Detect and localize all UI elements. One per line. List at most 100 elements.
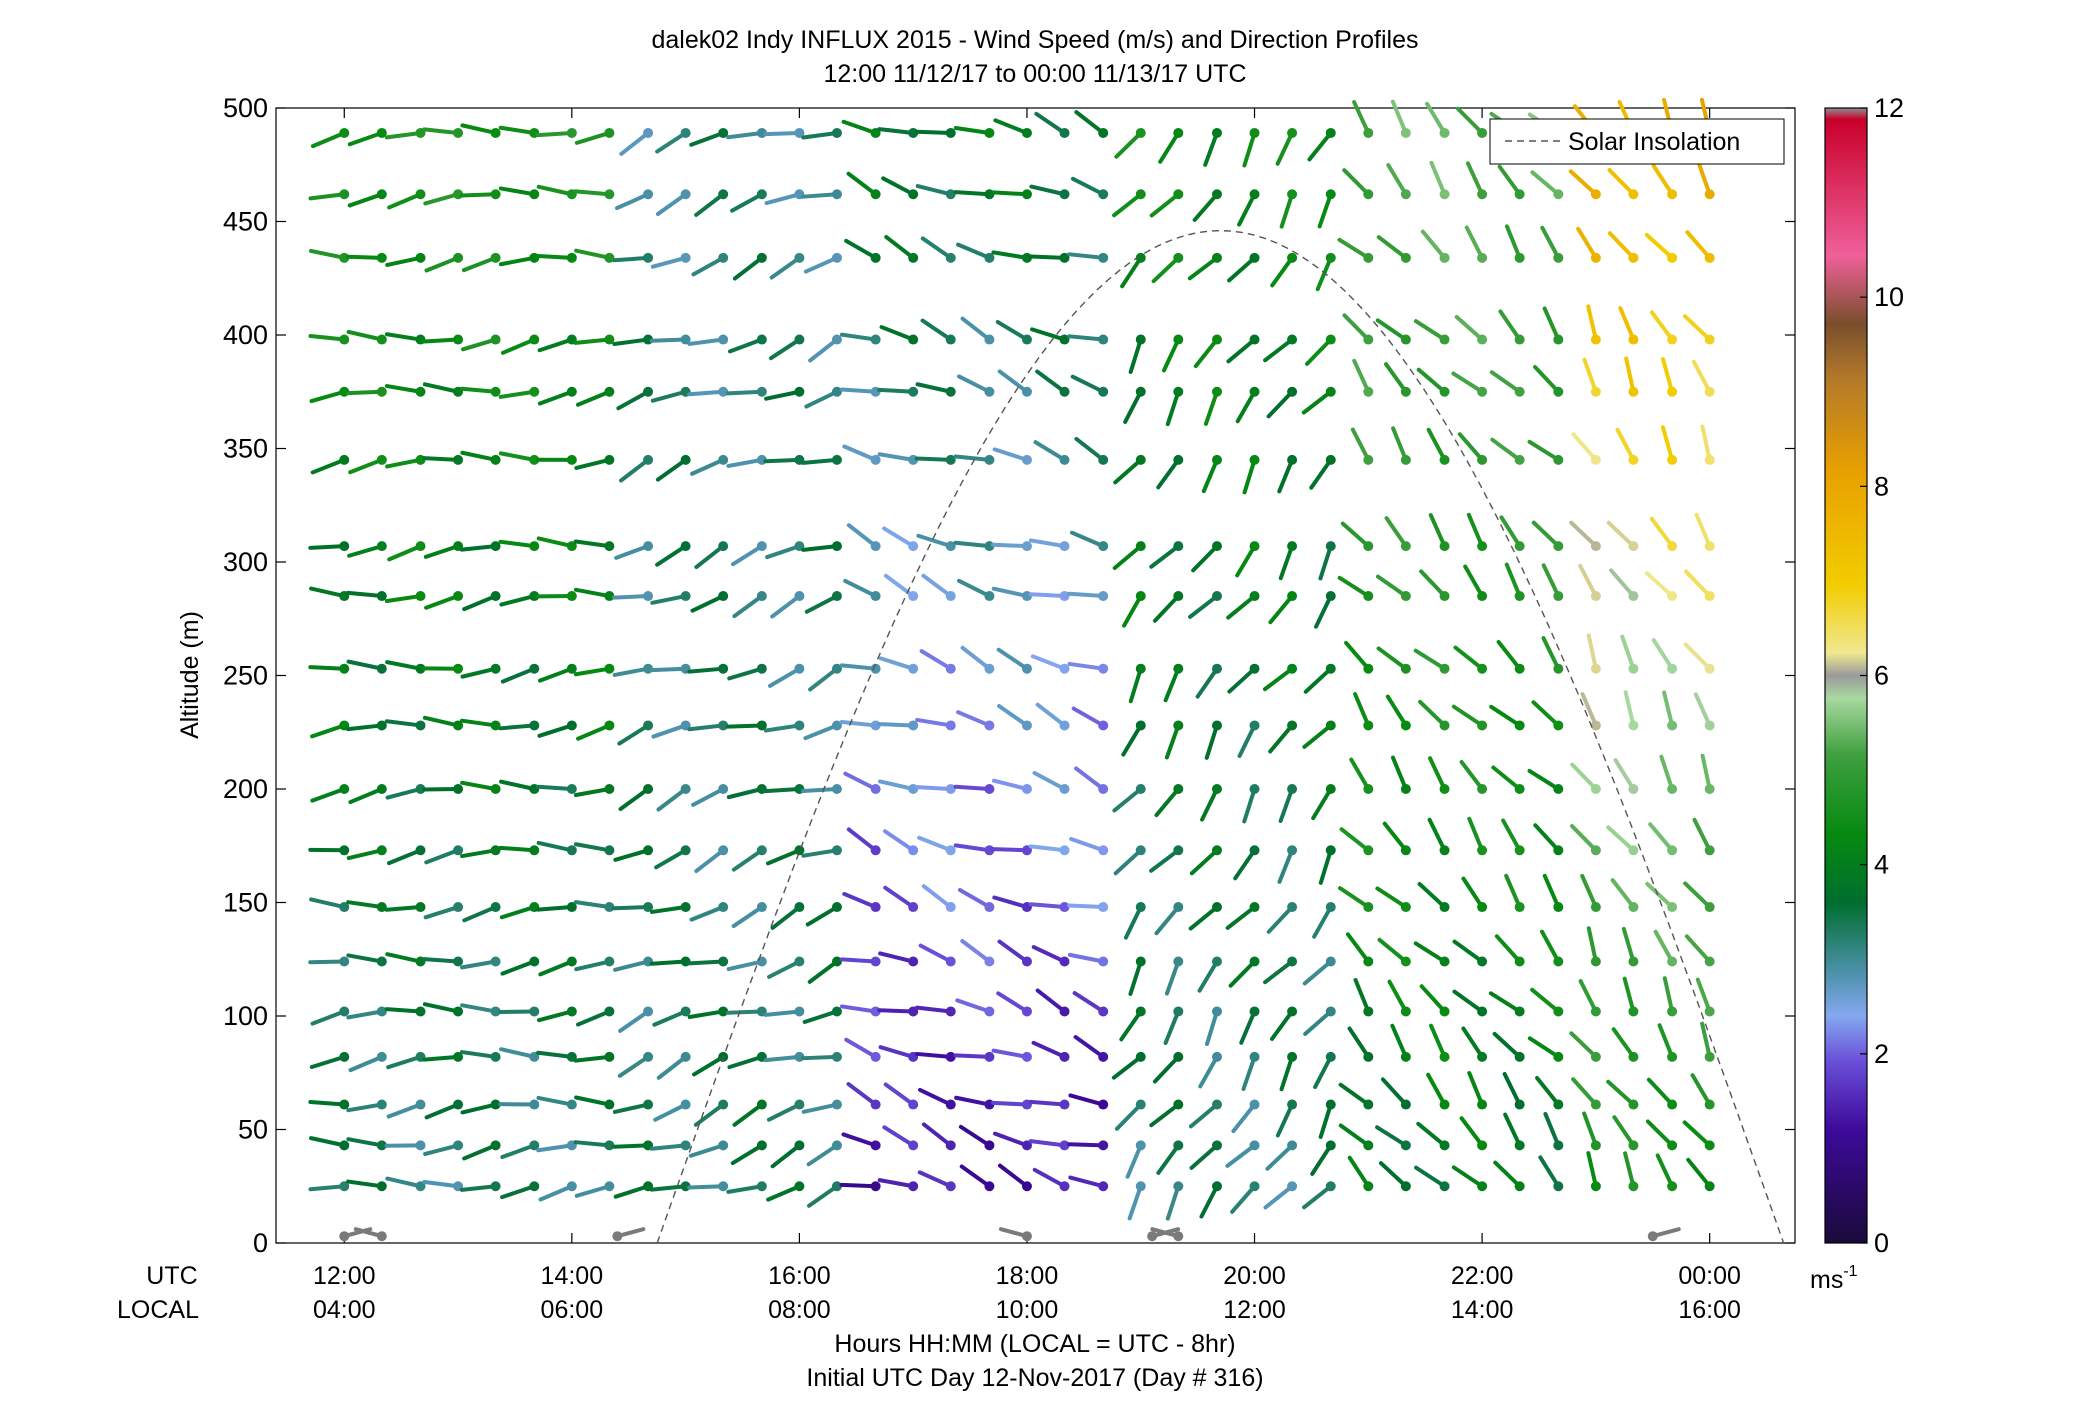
wind-barb-shaft (1028, 1099, 1067, 1107)
wind-barb-shaft (1035, 988, 1067, 1014)
wind-barb-dot (756, 663, 767, 674)
wind-barb-shaft (459, 1050, 498, 1059)
wind-barb-dot (1173, 189, 1184, 200)
wind-barb-dot (1098, 784, 1109, 794)
wind-barb (997, 369, 1032, 397)
wind-barb (1578, 979, 1601, 1017)
wind-barb-shaft (1165, 389, 1181, 427)
wind-barb-dot (376, 454, 387, 465)
wind-barb-shaft (1204, 723, 1219, 760)
wind-barb-dot (1211, 541, 1222, 552)
wind-barb-shaft (1682, 314, 1712, 342)
wind-barb-shaft (1531, 700, 1561, 728)
wind-barb-dot (1590, 252, 1601, 263)
wind-barb-shaft (1618, 306, 1636, 342)
wind-barb (1540, 225, 1564, 263)
wind-barb-shaft (573, 1054, 612, 1063)
wind-barb (1074, 766, 1109, 794)
wind-barb-shaft (1123, 905, 1143, 940)
wind-barb-shaft (308, 959, 347, 965)
wind-barb (1305, 334, 1336, 366)
wind-barb-dot (1667, 720, 1678, 731)
wind-barb-shaft (1301, 389, 1333, 415)
wind-barb-shaft (877, 1008, 916, 1014)
wind-barb-dot (908, 902, 919, 913)
wind-barb (1188, 591, 1222, 619)
wind-barb-dot (1590, 189, 1601, 200)
wind-barb-dot (529, 591, 540, 602)
wind-barb-shaft (654, 848, 688, 870)
wind-barb-dot (1628, 334, 1639, 345)
wind-barb (573, 539, 615, 552)
wind-barb (1337, 237, 1374, 263)
wind-barb-dot (490, 127, 501, 138)
wind-barb (1653, 929, 1678, 967)
wind-barb-shaft (346, 900, 384, 910)
wind-barb-shaft (1071, 706, 1106, 728)
wind-barb-dot (1553, 845, 1564, 856)
wind-barb-dot (1628, 189, 1639, 200)
wind-barb-dot (1059, 591, 1070, 602)
wind-barb-dot (1325, 845, 1336, 856)
wind-barb-shaft (991, 1048, 1029, 1059)
wind-barb-shaft (459, 192, 498, 198)
wind-barb-dot (453, 1099, 464, 1110)
wind-barb-dot (1553, 386, 1564, 397)
wind-barb (1031, 1040, 1070, 1062)
wind-barb-dot (1135, 454, 1146, 465)
wind-barb-dot (1135, 1140, 1146, 1151)
wind-barb-shaft (613, 1184, 651, 1199)
wind-barb-dot (1098, 127, 1109, 138)
wind-barb-shaft (498, 1009, 537, 1015)
wind-barb-shaft (957, 888, 992, 910)
wind-barb-shaft (805, 905, 839, 927)
wind-barb-dot (831, 454, 842, 465)
wind-barb (1165, 1181, 1184, 1221)
wind-barb (1607, 231, 1639, 263)
wind-barb (1266, 386, 1298, 419)
wind-barb (1413, 941, 1450, 967)
wind-barb-shaft (765, 544, 802, 560)
wind-barb-dot (1363, 1099, 1374, 1110)
wind-barb-dot (1628, 252, 1639, 263)
wind-barb (1112, 189, 1146, 218)
wind-barb (1419, 569, 1450, 602)
wind-barb-shaft (348, 1054, 384, 1073)
wind-barb (763, 1006, 805, 1017)
wind-barb (346, 1099, 387, 1113)
wind-barb-dot (643, 454, 654, 465)
wind-barb-shaft (1612, 1115, 1636, 1148)
wind-barb-dot (1135, 845, 1146, 856)
wind-barb-dot (1211, 591, 1222, 602)
wind-barb-shaft (423, 1143, 461, 1156)
wind-barb (1451, 371, 1488, 397)
wind-barb-dot (718, 252, 729, 263)
wind-barb-dot (376, 956, 387, 967)
wind-barb (1198, 1051, 1222, 1089)
wind-barb-dot (1059, 127, 1070, 138)
wind-barb-shaft (460, 123, 498, 135)
wind-barb (694, 189, 729, 217)
wind-barb-dot (604, 1051, 615, 1062)
wind-barb-shaft (801, 787, 839, 793)
wind-barb (730, 1140, 767, 1166)
wind-barb-dot (1477, 591, 1488, 602)
wind-barb-dot (1059, 784, 1070, 794)
wind-barb (1646, 1077, 1678, 1110)
wind-barb-dot (604, 784, 615, 794)
wind-barb-dot (490, 845, 501, 856)
wind-barb (882, 1125, 919, 1151)
wind-barb-shaft (1660, 425, 1675, 462)
wind-barb-shaft (731, 848, 764, 872)
wind-barb-shaft (1375, 886, 1408, 910)
wind-barb-shaft (1416, 367, 1447, 394)
wind-barb-dot (1439, 720, 1450, 731)
wind-barb-dot (529, 334, 540, 345)
wind-barb-shaft (1376, 646, 1408, 671)
wind-barb (1416, 1121, 1450, 1151)
wind-barb (1152, 1051, 1184, 1084)
wind-barb-dot (1363, 252, 1374, 263)
wind-barb-dot (415, 1140, 426, 1151)
wind-barb-dot (1704, 845, 1715, 856)
wind-barb (1418, 699, 1450, 731)
